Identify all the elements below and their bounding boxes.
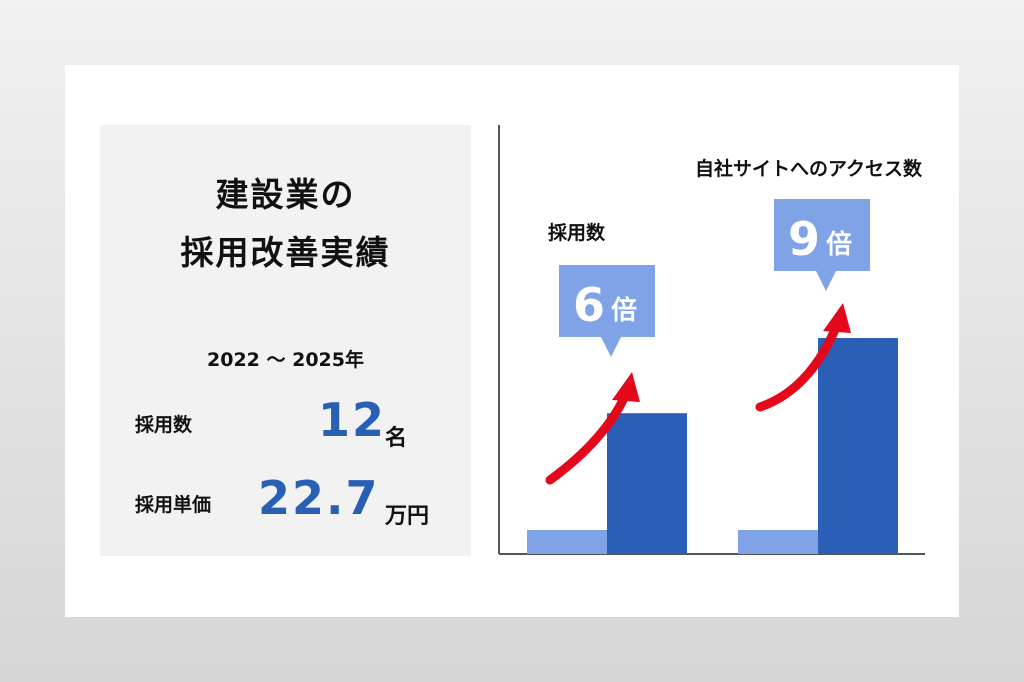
summary-title-line2: 採用改善実績 — [180, 233, 391, 272]
metric-value-hires: 12 — [318, 393, 387, 447]
callout-number-0: 6 — [573, 278, 605, 332]
metric-unit-cost: 万円 — [385, 504, 430, 529]
bar-after-1 — [818, 338, 898, 554]
category-label-hires: 採用数 — [548, 221, 606, 244]
metric-label-hires: 採用数 — [135, 414, 193, 436]
period-label: 2022 〜 2025年 — [207, 349, 364, 371]
bar-after-0 — [607, 413, 687, 554]
growth-arrow-icon-0 — [545, 372, 640, 485]
bar-before-0 — [527, 530, 607, 554]
summary-title-line1: 建設業の — [215, 175, 356, 214]
metric-unit-hires: 名 — [385, 426, 408, 451]
summary-panel — [100, 125, 471, 556]
bar-before-1 — [738, 530, 818, 554]
callout-unit-0: 倍 — [611, 295, 637, 326]
metric-value-cost: 22.7 — [258, 471, 380, 525]
category-label-site-visits: 自社サイトへのアクセス数 — [695, 157, 923, 180]
callout-unit-1: 倍 — [826, 229, 852, 260]
growth-arrow-icon-1 — [755, 303, 851, 412]
metric-label-cost: 採用単価 — [135, 494, 212, 516]
callout-number-1: 9 — [788, 212, 820, 266]
